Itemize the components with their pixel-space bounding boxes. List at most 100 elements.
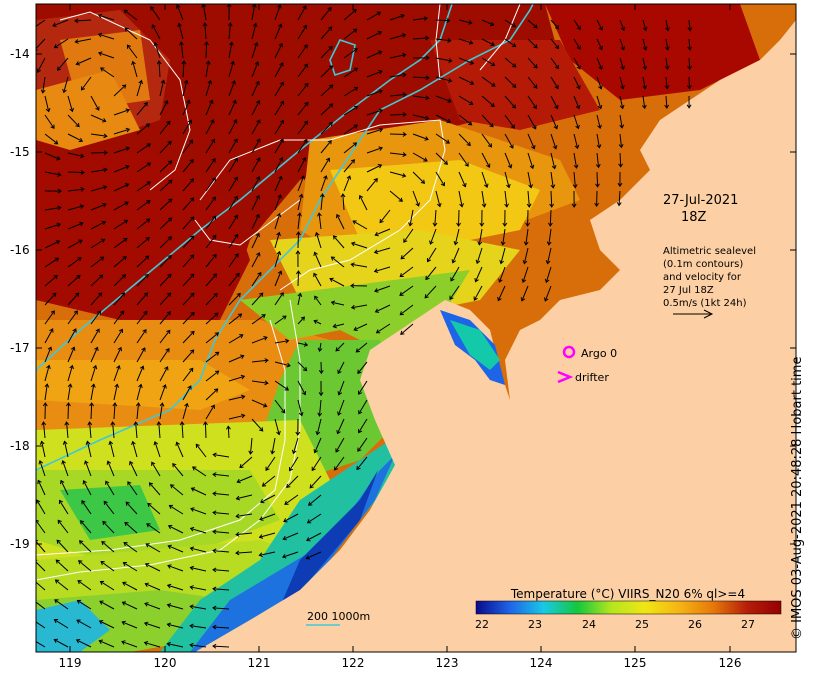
velocity-arrow (190, 547, 207, 553)
velocity-arrow (113, 109, 130, 116)
velocity-arrow (251, 42, 258, 59)
velocity-arrow (144, 622, 161, 629)
velocity-arrow (98, 14, 115, 21)
velocity-arrow (313, 273, 322, 287)
velocity-arrowhead (144, 273, 149, 279)
velocity-arrow (205, 273, 217, 287)
velocity-arrowhead (183, 79, 189, 85)
velocity-arrow (136, 237, 150, 249)
velocity-arrowhead (547, 222, 553, 227)
velocity-arrowhead (511, 104, 517, 109)
velocity-arrowhead (303, 138, 308, 144)
velocity-arrowhead (168, 198, 173, 203)
velocity-arrowhead (378, 69, 383, 75)
velocity-arrowhead (167, 564, 172, 569)
velocity-arrow (182, 349, 195, 363)
credit-panel: © IMOS 03-Aug-2021 20:48:28 Hobart time (776, 0, 820, 680)
velocity-arrow (251, 314, 266, 325)
velocity-arrow (76, 639, 92, 648)
velocity-arrowhead (546, 241, 552, 246)
velocity-arrowhead (142, 329, 147, 334)
velocity-arrowhead (302, 5, 307, 10)
velocity-arrowhead (191, 466, 197, 471)
velocity-arrow (319, 342, 322, 352)
velocity-arrowhead (143, 310, 148, 316)
velocity-arrow (550, 57, 559, 69)
velocity-arrowhead (357, 447, 362, 452)
desc-line: (0.1m contours) (663, 259, 743, 270)
velocity-arrowhead (103, 500, 108, 505)
velocity-arrow (504, 95, 516, 109)
velocity-arrowhead (112, 402, 118, 407)
velocity-arrowhead (233, 119, 238, 124)
velocity-arrowhead (420, 179, 426, 184)
velocity-arrowhead (126, 44, 131, 49)
velocity-arrowhead (356, 465, 361, 471)
velocity-arrowhead (46, 364, 51, 370)
velocity-arrow (352, 220, 368, 230)
velocity-arrowhead (491, 82, 496, 87)
velocity-arrowhead (374, 288, 379, 293)
velocity-arrow (271, 437, 276, 454)
velocity-arrowhead (146, 523, 151, 528)
velocity-arrow (313, 320, 322, 325)
velocity-arrow (167, 604, 184, 610)
velocity-arrow (159, 100, 168, 116)
velocity-arrow (100, 67, 115, 78)
velocity-arrowhead (263, 336, 268, 341)
velocity-arrow (550, 171, 554, 188)
velocity-arrow (259, 551, 276, 556)
velocity-arrowhead (328, 45, 333, 51)
velocity-arrowhead (145, 237, 150, 242)
velocity-arrowhead (189, 585, 194, 590)
velocity-arrow (228, 119, 237, 135)
velocity-arrowhead (318, 369, 324, 375)
velocity-arrow (548, 228, 552, 245)
velocity-arrowhead (286, 362, 291, 368)
velocity-arrow (205, 215, 216, 230)
velocity-arrowhead (402, 72, 407, 78)
velocity-arrowhead (215, 351, 220, 356)
velocity-arrowhead (490, 102, 495, 108)
velocity-arrow (63, 76, 69, 93)
velocity-arrowhead (211, 177, 216, 182)
velocity-arrowhead (57, 172, 62, 177)
velocity-arrowhead (235, 513, 240, 519)
velocity-arrowhead (255, 99, 261, 105)
velocity-arrowhead (70, 346, 76, 351)
velocity-arrow (37, 57, 46, 73)
velocity-arrowhead (533, 24, 538, 29)
velocity-arrow (320, 46, 333, 59)
velocity-arrowhead (332, 323, 337, 329)
velocity-arrow (36, 19, 46, 27)
velocity-arrow (251, 252, 260, 268)
velocity-arrowhead (188, 139, 194, 144)
velocity-arrow (274, 24, 282, 40)
velocity-arrowhead (210, 404, 215, 409)
velocity-arrowhead (167, 544, 172, 550)
velocity-arrowhead (500, 241, 506, 246)
velocity-arrowhead (80, 153, 85, 159)
velocity-arrow (102, 521, 115, 534)
velocity-arrowhead (358, 194, 364, 200)
velocity-arrowhead (124, 201, 129, 206)
velocity-arrowhead (554, 64, 559, 70)
velocity-arrowhead (146, 143, 151, 148)
velocity-arrowhead (297, 292, 303, 297)
velocity-arrow (77, 580, 92, 591)
velocity-arrowhead (453, 241, 459, 246)
velocity-arrow (504, 152, 512, 168)
velocity-arrowhead (49, 328, 54, 333)
annotation-description: Altimetric sealevel (0.1m contours) and … (663, 246, 756, 309)
velocity-arrowhead (189, 526, 195, 532)
velocity-arrow (98, 52, 115, 59)
velocity-arrowhead (62, 440, 68, 445)
velocity-arrow (167, 584, 184, 591)
velocity-arrow (320, 7, 332, 21)
velocity-arrowhead (353, 28, 358, 33)
velocity-arrowhead (554, 104, 559, 110)
velocity-arrow (113, 201, 129, 211)
velocity-arrow (228, 61, 234, 78)
velocity-arrowhead (123, 9, 128, 14)
velocity-arrow (90, 203, 107, 211)
